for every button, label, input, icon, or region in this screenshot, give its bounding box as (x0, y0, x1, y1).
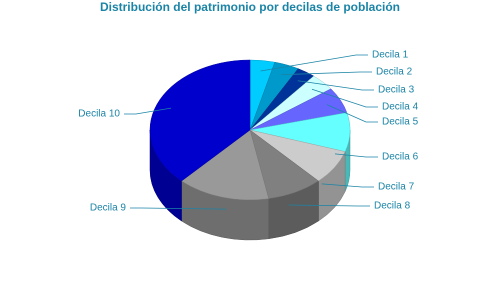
slice-label: Decila 5 (382, 117, 419, 128)
slice-label: Decila 9 (90, 203, 127, 214)
leader-line (124, 107, 172, 115)
slice-label: Decila 3 (378, 85, 415, 96)
slice-label: Decila 1 (372, 50, 409, 61)
leader-line (260, 54, 368, 72)
leader-line (130, 207, 227, 210)
slice-label: Decila 4 (382, 102, 419, 113)
slice (149, 59, 251, 182)
slice-label: Decila 10 (78, 109, 120, 120)
leader-line (326, 104, 378, 123)
slice (181, 129, 270, 201)
chart-title: Distribución del patrimonio por decilas … (100, 0, 400, 14)
labels: Decila 1 Decila 2 Decila 3 Decila 4 Decila 5… (78, 50, 418, 214)
slice-label: Decila 8 (374, 201, 411, 212)
leader-line (321, 183, 374, 188)
slice-label: Decila 6 (382, 152, 419, 163)
leader-line (288, 204, 370, 207)
slice-label: Decila 7 (378, 182, 415, 193)
leader-line (334, 153, 378, 158)
leader-line (281, 71, 372, 76)
leader-line (311, 88, 378, 108)
leader-line (297, 80, 374, 91)
pie-tops (149, 59, 351, 201)
slice-label: Decila 2 (376, 67, 413, 78)
